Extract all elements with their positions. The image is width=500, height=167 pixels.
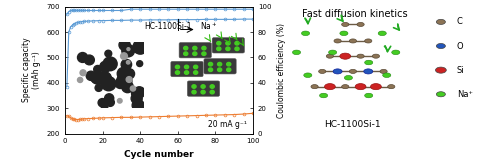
Circle shape: [392, 50, 400, 55]
Circle shape: [326, 54, 334, 58]
Text: O: O: [456, 42, 464, 51]
Circle shape: [324, 84, 336, 90]
Circle shape: [292, 50, 300, 55]
Circle shape: [340, 31, 348, 36]
Circle shape: [436, 92, 446, 97]
Circle shape: [357, 22, 364, 27]
Circle shape: [333, 69, 342, 74]
Text: C: C: [456, 17, 462, 26]
Circle shape: [342, 22, 349, 27]
Circle shape: [350, 39, 356, 43]
Circle shape: [378, 31, 386, 36]
X-axis label: Cycle number: Cycle number: [124, 150, 194, 159]
Text: HC-1100Si-1: HC-1100Si-1: [324, 120, 381, 129]
Circle shape: [436, 67, 446, 73]
Circle shape: [364, 39, 372, 43]
Circle shape: [364, 60, 373, 65]
Circle shape: [380, 69, 387, 73]
Circle shape: [302, 31, 310, 36]
Circle shape: [340, 53, 350, 59]
Circle shape: [355, 84, 366, 90]
Circle shape: [364, 69, 373, 74]
Circle shape: [372, 54, 380, 58]
Circle shape: [350, 69, 356, 73]
Circle shape: [388, 85, 395, 89]
Text: HC-1100Si-1: HC-1100Si-1: [144, 22, 192, 31]
Circle shape: [342, 85, 349, 89]
Circle shape: [334, 39, 341, 43]
Text: Si: Si: [456, 66, 464, 75]
Circle shape: [370, 84, 382, 90]
Circle shape: [320, 93, 328, 98]
Circle shape: [311, 85, 318, 89]
Circle shape: [304, 73, 312, 77]
Circle shape: [364, 93, 373, 98]
Text: Na⁺: Na⁺: [456, 90, 472, 99]
Circle shape: [328, 50, 336, 55]
Y-axis label: Coulombic efficiency (%): Coulombic efficiency (%): [277, 23, 286, 118]
Circle shape: [357, 54, 364, 58]
Circle shape: [436, 43, 446, 49]
Circle shape: [318, 69, 326, 73]
Text: Fast diffusion kinetics: Fast diffusion kinetics: [302, 9, 408, 19]
Y-axis label: Specific capacity
(mAh g⁻¹): Specific capacity (mAh g⁻¹): [22, 38, 41, 102]
Circle shape: [344, 75, 352, 80]
Text: Na$^+$: Na$^+$: [200, 20, 218, 32]
Text: 20 mA g⁻¹: 20 mA g⁻¹: [208, 120, 248, 129]
Circle shape: [382, 73, 391, 77]
Circle shape: [436, 19, 446, 24]
